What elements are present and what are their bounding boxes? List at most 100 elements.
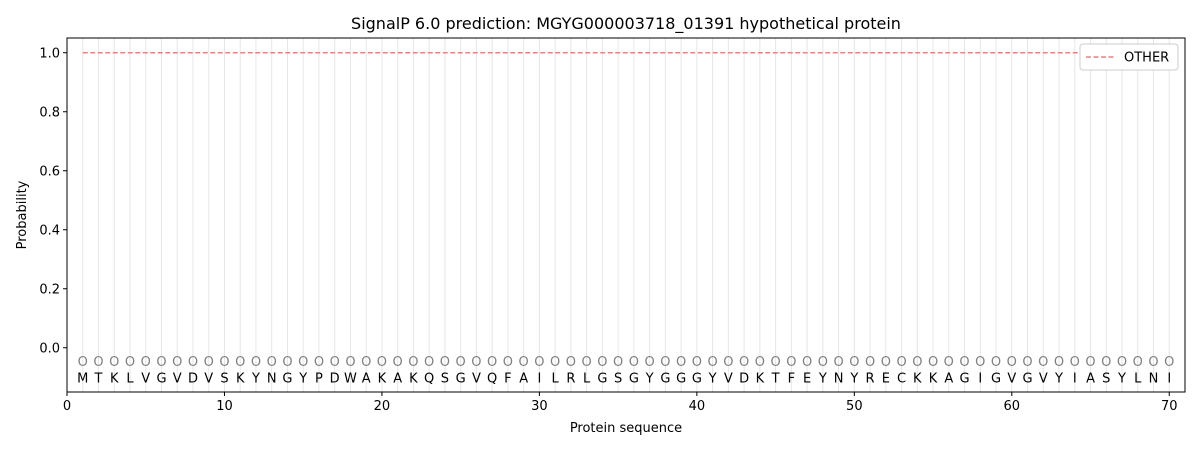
- residue-letter: Y: [849, 371, 858, 386]
- residue-letter: V: [724, 371, 733, 386]
- region-label: O: [1070, 355, 1080, 370]
- residue-letter: A: [362, 371, 371, 386]
- region-label: O: [109, 355, 119, 370]
- residue-letter: N: [1149, 371, 1159, 386]
- residue-letter: V: [173, 371, 182, 386]
- region-label: O: [566, 355, 576, 370]
- region-label: O: [723, 355, 733, 370]
- x-tick-label: 0: [63, 399, 71, 414]
- residue-letter: Y: [251, 371, 260, 386]
- region-label: O: [1148, 355, 1158, 370]
- residue-letter: Y: [1117, 371, 1126, 386]
- residue-letter: G: [960, 371, 970, 386]
- residue-letter: K: [409, 371, 418, 386]
- x-tick-label: 10: [216, 399, 233, 414]
- residue-letter: F: [788, 371, 795, 386]
- legend: OTHER: [1079, 43, 1179, 71]
- y-tick-label: 1.0: [39, 46, 60, 61]
- residue-letter: K: [913, 371, 922, 386]
- residue-letter: G: [629, 371, 639, 386]
- region-label: O: [613, 355, 623, 370]
- region-label: O: [487, 355, 497, 370]
- residue-letter: A: [393, 371, 402, 386]
- residue-letter: G: [282, 371, 292, 386]
- residue-letter: K: [756, 371, 765, 386]
- y-ticks: 0.0 0.2 0.4 0.6 0.8 1.0: [39, 46, 67, 356]
- residue-letter: Y: [645, 371, 654, 386]
- residue-letter: G: [991, 371, 1001, 386]
- residue-letter: Q: [487, 371, 497, 386]
- region-label: O: [849, 355, 859, 370]
- x-axis-label: Protein sequence: [570, 421, 682, 436]
- residue-letter: L: [126, 371, 134, 386]
- region-label: O: [471, 355, 481, 370]
- region-label: O: [755, 355, 765, 370]
- x-tick-label: 30: [531, 399, 548, 414]
- region-label: O: [770, 355, 780, 370]
- residue-letter: S: [220, 371, 228, 386]
- residue-letter: S: [1102, 371, 1110, 386]
- residue-letter: Y: [708, 371, 717, 386]
- region-label: O: [802, 355, 812, 370]
- region-label: O: [1133, 355, 1143, 370]
- residue-letter: Y: [298, 371, 307, 386]
- region-label: O: [93, 355, 103, 370]
- x-tick-label: 40: [689, 399, 706, 414]
- region-label: O: [645, 355, 655, 370]
- region-label: O: [78, 355, 88, 370]
- x-ticks: 0 10 20 30 40 50 60 70: [63, 392, 1178, 414]
- residue-letter: R: [566, 371, 575, 386]
- region-label: O: [928, 355, 938, 370]
- region-label: O: [219, 355, 229, 370]
- legend-label-other: OTHER: [1124, 51, 1169, 66]
- y-tick-label: 0.2: [39, 282, 60, 297]
- region-label: O: [141, 355, 151, 370]
- residue-letter: I: [1073, 371, 1077, 386]
- region-label: O: [660, 355, 670, 370]
- residue-letter: D: [188, 371, 198, 386]
- residue-letter: D: [330, 371, 340, 386]
- region-label: O: [597, 355, 607, 370]
- residue-letter: G: [676, 371, 686, 386]
- region-label: O: [1038, 355, 1048, 370]
- residue-letter: C: [897, 371, 906, 386]
- y-tick-label: 0.8: [39, 105, 60, 120]
- residue-letter: G: [660, 371, 670, 386]
- residue-letter: G: [692, 371, 702, 386]
- residue-letter: K: [110, 371, 119, 386]
- residue-letter: L: [552, 371, 560, 386]
- residue-letter: V: [1007, 371, 1016, 386]
- residue-letter: Y: [1054, 371, 1063, 386]
- grid: [82, 38, 1170, 392]
- residue-letter: K: [929, 371, 938, 386]
- residue-letter: V: [472, 371, 481, 386]
- residue-letter: Y: [818, 371, 827, 386]
- residue-letter: I: [978, 371, 982, 386]
- region-label: O: [1054, 355, 1064, 370]
- plot-frame: [66, 37, 1186, 393]
- region-label: O: [1085, 355, 1095, 370]
- region-label: O: [251, 355, 261, 370]
- residue-letter: V: [141, 371, 150, 386]
- region-label: O: [881, 355, 891, 370]
- residue-letter: K: [236, 371, 245, 386]
- region-label: O: [896, 355, 906, 370]
- x-tick-label: 60: [1004, 399, 1021, 414]
- region-label: O: [204, 355, 214, 370]
- y-tick-label: 0.0: [39, 341, 60, 356]
- residue-letter: S: [614, 371, 622, 386]
- region-label: O: [707, 355, 717, 370]
- residue-letter: V: [1039, 371, 1048, 386]
- region-label: O: [408, 355, 418, 370]
- region-label: O: [739, 355, 749, 370]
- residue-letter: S: [441, 371, 449, 386]
- region-label: O: [1007, 355, 1017, 370]
- region-label: O: [818, 355, 828, 370]
- residue-letter: K: [378, 371, 387, 386]
- region-label: O: [235, 355, 245, 370]
- residue-letter: G: [156, 371, 166, 386]
- residue-letter: A: [519, 371, 528, 386]
- region-label: O: [519, 355, 529, 370]
- region-label: O: [975, 355, 985, 370]
